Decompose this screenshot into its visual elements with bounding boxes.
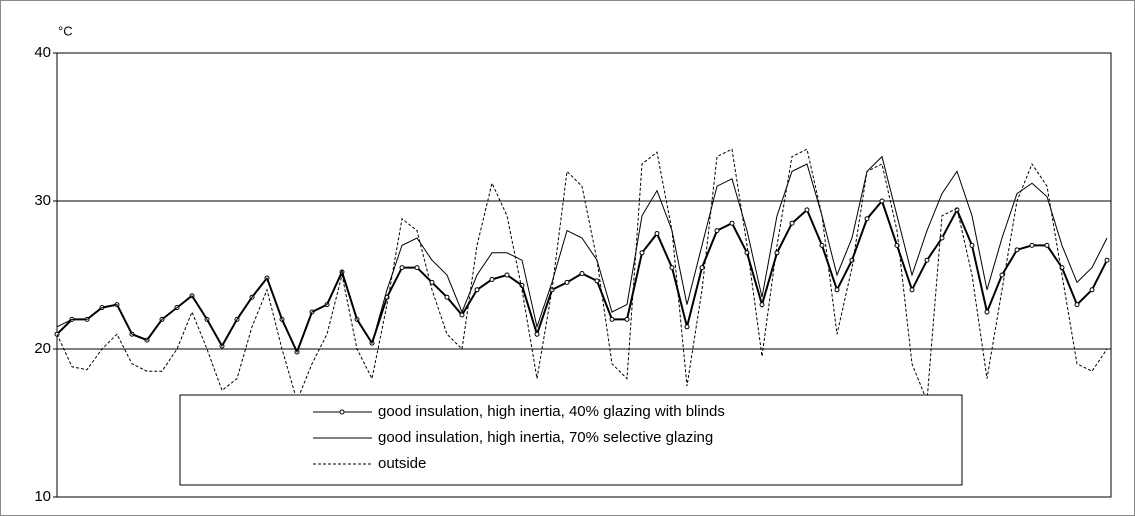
marker — [639, 250, 645, 256]
marker — [654, 231, 660, 237]
line — [56, 155, 1108, 354]
marker — [684, 324, 690, 330]
marker — [864, 216, 870, 222]
line — [56, 148, 1108, 403]
marker — [939, 235, 945, 241]
marker — [1014, 247, 1020, 253]
marker — [579, 271, 585, 277]
marker — [984, 309, 990, 315]
marker — [609, 316, 615, 322]
marker — [489, 276, 495, 282]
marker — [534, 331, 540, 337]
plot-area — [56, 52, 1112, 498]
y-tick-label: 10 — [34, 488, 51, 505]
marker — [669, 265, 675, 271]
marker — [624, 316, 630, 322]
marker — [804, 207, 810, 213]
marker — [474, 287, 480, 293]
y-tick-label: 40 — [34, 44, 51, 61]
y-axis-unit: °C — [58, 23, 73, 38]
marker — [834, 287, 840, 293]
legend-label: good insulation, high inertia, 70% selec… — [378, 429, 713, 446]
marker — [969, 242, 975, 248]
marker — [1089, 287, 1095, 293]
marker — [759, 302, 765, 308]
legend-marker — [339, 409, 345, 415]
marker — [1044, 242, 1050, 248]
marker — [594, 278, 600, 284]
marker — [714, 228, 720, 234]
marker — [909, 287, 915, 293]
marker — [1029, 242, 1035, 248]
marker — [729, 220, 735, 226]
marker — [879, 198, 885, 204]
legend-label: outside — [378, 455, 426, 472]
marker — [459, 312, 465, 318]
marker — [414, 265, 420, 271]
marker — [699, 265, 705, 271]
y-tick-label: 30 — [34, 192, 51, 209]
y-tick-label: 20 — [34, 340, 51, 357]
legend — [179, 394, 963, 486]
marker — [564, 279, 570, 285]
legend-label: good insulation, high inertia, 40% glazi… — [378, 403, 725, 420]
marker — [999, 272, 1005, 278]
marker — [504, 272, 510, 278]
marker — [429, 279, 435, 285]
marker — [819, 242, 825, 248]
marker — [924, 257, 930, 263]
marker — [1104, 257, 1110, 263]
marker — [1074, 302, 1080, 308]
marker — [399, 265, 405, 271]
marker — [444, 294, 450, 300]
marker — [789, 220, 795, 226]
